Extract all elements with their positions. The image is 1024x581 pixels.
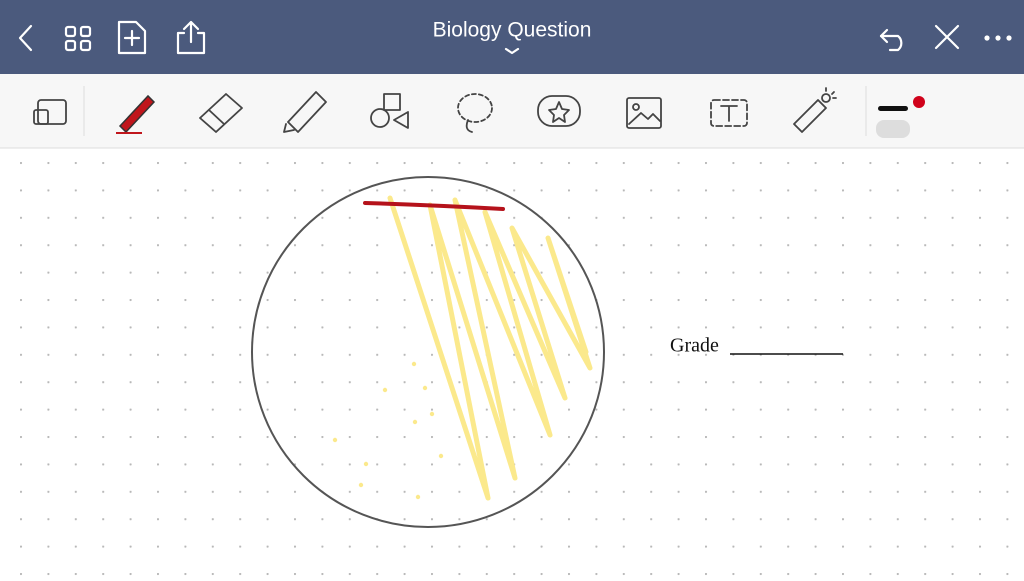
document-title[interactable]: Biology Question bbox=[433, 19, 592, 42]
yellow-dots bbox=[332, 361, 444, 500]
more-button[interactable] bbox=[984, 35, 1012, 41]
highlighter-tool[interactable] bbox=[283, 91, 327, 133]
redo-button[interactable] bbox=[934, 24, 960, 50]
text-tool[interactable] bbox=[710, 99, 748, 127]
title-chevron[interactable] bbox=[504, 47, 520, 55]
dot-grid bbox=[0, 149, 1024, 576]
shapes-tool[interactable] bbox=[370, 93, 409, 129]
pen-tool[interactable] bbox=[116, 94, 156, 134]
toolbar bbox=[0, 74, 1024, 148]
share-button[interactable] bbox=[176, 20, 206, 55]
red-line bbox=[363, 201, 505, 211]
sticker-tool[interactable] bbox=[537, 95, 581, 127]
grid-button[interactable] bbox=[64, 25, 92, 52]
grade-label: Grade bbox=[670, 335, 719, 357]
laser-tool[interactable] bbox=[793, 87, 837, 133]
add-page-button[interactable] bbox=[117, 20, 147, 55]
petri-dish bbox=[251, 176, 605, 528]
eraser-tool[interactable] bbox=[199, 93, 243, 133]
back-button[interactable] bbox=[18, 24, 33, 52]
color-picker[interactable] bbox=[876, 96, 925, 138]
top-bar bbox=[0, 0, 1024, 74]
undo-button[interactable] bbox=[879, 28, 903, 52]
image-tool[interactable] bbox=[626, 97, 662, 129]
zoom-tool[interactable] bbox=[33, 99, 67, 125]
yellow-streaks bbox=[387, 195, 593, 501]
lasso-tool[interactable] bbox=[457, 93, 493, 133]
